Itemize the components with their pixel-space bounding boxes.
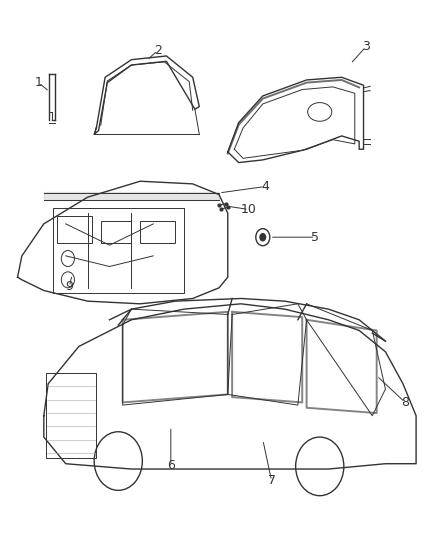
Text: 7: 7 (268, 474, 276, 487)
Text: 10: 10 (241, 203, 257, 216)
Circle shape (259, 233, 266, 241)
Bar (101, 221, 131, 243)
Bar (57, 216, 92, 243)
Text: 3: 3 (362, 41, 370, 53)
Text: 8: 8 (401, 396, 409, 409)
Bar (140, 221, 175, 243)
Text: 2: 2 (154, 44, 162, 57)
Text: 9: 9 (65, 280, 73, 293)
Text: 1: 1 (35, 76, 42, 89)
Text: 6: 6 (167, 459, 175, 472)
Text: 4: 4 (261, 180, 269, 193)
Text: 5: 5 (311, 231, 319, 244)
